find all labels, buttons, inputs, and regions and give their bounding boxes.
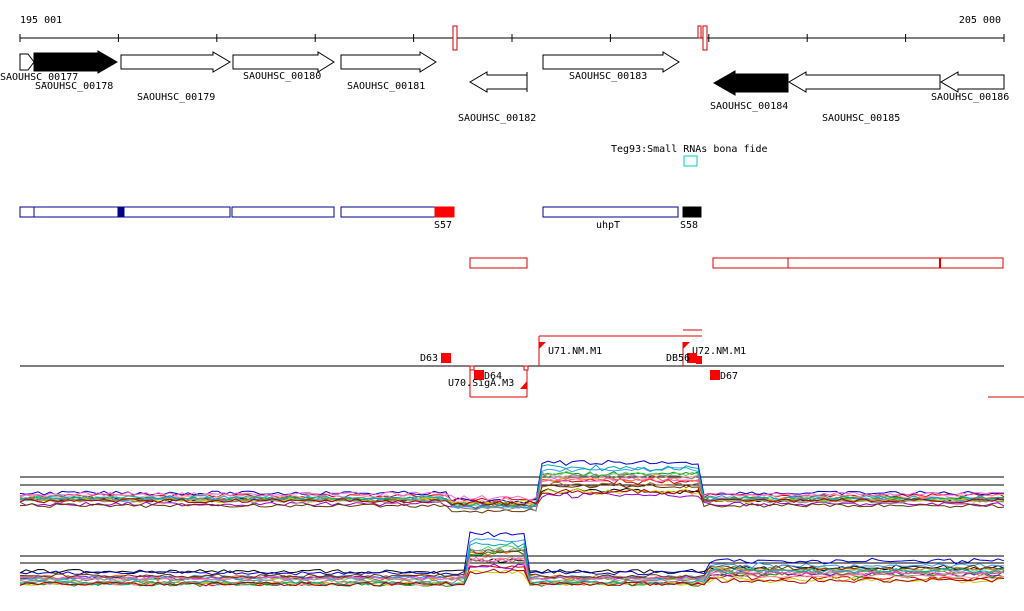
expression-line [19,541,1005,586]
tss-u72-label: U72.NM.M1 [692,346,746,357]
expression-track-top [19,459,1005,514]
tss-u70-label: U70.SigA.M3 [448,378,514,389]
expression-line [19,531,1005,576]
ruler-start-label: 195 001 [20,15,62,26]
gene-arrow-00181[interactable] [340,51,437,73]
gene-arrow-00178[interactable] [33,50,118,74]
operon-segment[interactable] [231,206,335,218]
operon-s58[interactable] [682,206,702,218]
gene-label-00178: SAOUHSC_00178 [35,81,113,92]
srna-feature[interactable] [683,155,698,167]
srna-track: Teg93:Small RNAs bona fide [611,144,768,167]
gene-arrow-00183[interactable] [542,51,680,73]
srna-label: Teg93:Small RNAs bona fide [611,144,768,155]
gene-arrow-00177[interactable] [19,53,35,71]
gene-arrow-00186[interactable] [940,71,1005,93]
expression-line [19,556,1005,581]
gene-arrow-00185[interactable] [788,71,941,93]
coordinate-ruler: 195 001 205 000 [19,15,1005,51]
ruler-marker [452,25,458,51]
antisense-feature[interactable] [469,257,528,269]
term-db56[interactable] [687,353,697,363]
antisense-feature[interactable] [787,257,941,269]
tss-u70-flag[interactable] [520,381,527,389]
tss-u72-flag[interactable] [683,342,690,349]
gene-arrow-00184[interactable] [712,70,789,96]
expression-line [19,482,1005,514]
promoter-track: U71.NM.M1 U72.NM.M1 D63 DB56 D64 U70.Sig… [20,329,1024,398]
expression-track-bottom [19,531,1005,587]
term-d67-label: D67 [720,371,738,382]
ruler-marker [702,25,708,51]
term-d64[interactable] [474,370,484,380]
expression-line [19,488,1005,507]
gene-label-00183: SAOUHSC_00183 [569,71,647,82]
operon-track: S57 uhpT S58 [19,206,702,231]
ruler-ticks [19,34,1005,42]
ruler-marker [697,25,702,39]
operon-uhpt[interactable] [542,206,679,218]
gene-track: SAOUHSC_00177 SAOUHSC_00178 SAOUHSC_0017… [0,50,1009,124]
operon-s57[interactable] [434,206,455,218]
gene-label-00179: SAOUHSC_00179 [137,92,215,103]
gene-arrow-00179[interactable] [120,51,231,73]
ruler-end-label: 205 000 [959,15,1001,26]
gene-label-00184: SAOUHSC_00184 [710,101,788,112]
expression-line [19,547,1005,584]
gene-arrow-00180[interactable] [232,51,335,73]
operon-segment[interactable] [19,206,35,218]
operon-s58-label: S58 [680,220,698,231]
term-d67[interactable] [710,370,720,380]
expression-line [19,545,1005,583]
gene-label-00177: SAOUHSC_00177 [0,72,78,83]
gene-label-00180: SAOUHSC_00180 [243,71,321,82]
gene-arrow-00182[interactable] [469,71,528,93]
term-db56-extra [696,356,702,364]
expression-line [19,472,1005,512]
tss-u71-flag[interactable] [539,342,546,349]
gene-label-00181: SAOUHSC_00181 [347,81,425,92]
operon-segment[interactable] [33,206,231,218]
operon-segment[interactable] [340,206,436,218]
expression-line [19,548,1005,579]
operon-s57-label: S57 [434,220,452,231]
expression-profiles-top [19,459,1005,514]
expression-line [19,568,1005,587]
gene-label-00182: SAOUHSC_00182 [458,113,536,124]
antisense-track [469,257,1004,269]
gene-label-00186: SAOUHSC_00186 [931,92,1009,103]
operon-marker [117,206,125,218]
term-d64-label: D64 [484,371,502,382]
term-db56-label: DB56 [666,353,690,364]
antisense-feature[interactable] [712,257,789,269]
expression-line [19,464,1005,509]
gene-label-00185: SAOUHSC_00185 [822,113,900,124]
term-d63-label: D63 [420,353,438,364]
operon-uhpt-label: uhpT [596,220,620,231]
antisense-feature[interactable] [939,257,1004,269]
expression-line [19,476,1005,501]
tss-u71-label: U71.NM.M1 [548,346,602,357]
term-d63[interactable] [441,353,451,363]
expression-profiles-bottom [19,531,1005,587]
